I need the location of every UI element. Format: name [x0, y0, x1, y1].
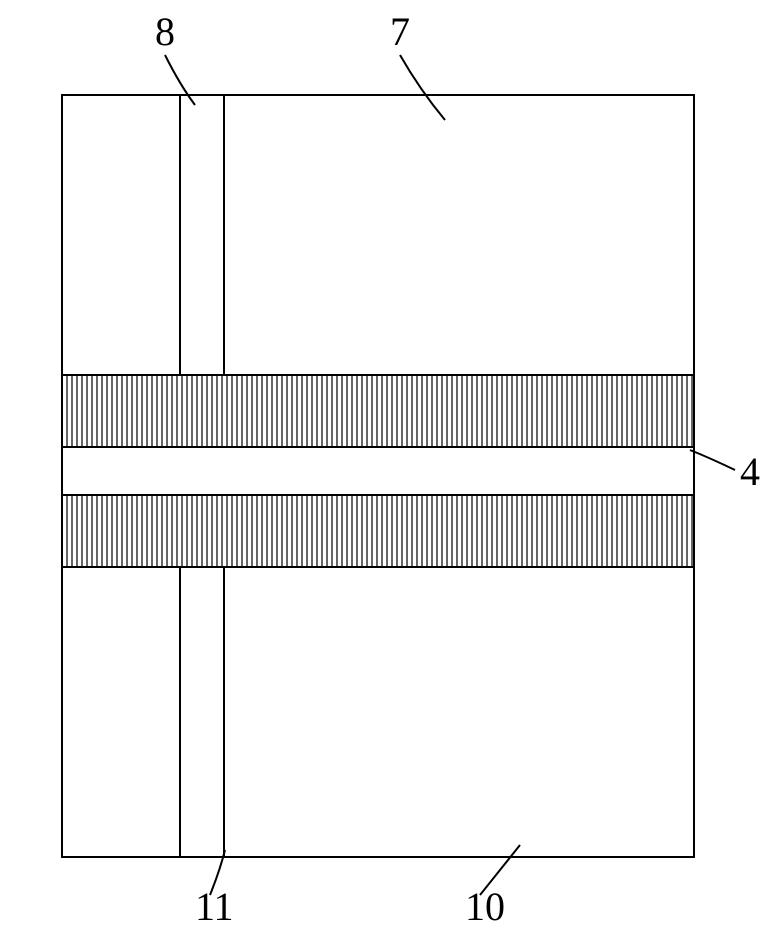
label-lbl_8: 8: [155, 9, 175, 54]
patent-figure: 8 7 4 11 10: [0, 0, 773, 940]
leader-lbl_7: [400, 55, 445, 120]
label-lbl_11: 11: [195, 884, 234, 929]
column-bottom-11: [180, 567, 224, 857]
label-lbl_7: 7: [390, 9, 410, 54]
outer-box: [62, 95, 694, 857]
hatch-lines-bottom: [67, 495, 692, 567]
leader-lbl_4: [690, 450, 735, 470]
column-top-8: [180, 95, 224, 375]
label-lbl_10: 10: [465, 884, 505, 929]
hatch-lines-top: [67, 375, 692, 447]
label-lbl_4: 4: [740, 449, 760, 494]
